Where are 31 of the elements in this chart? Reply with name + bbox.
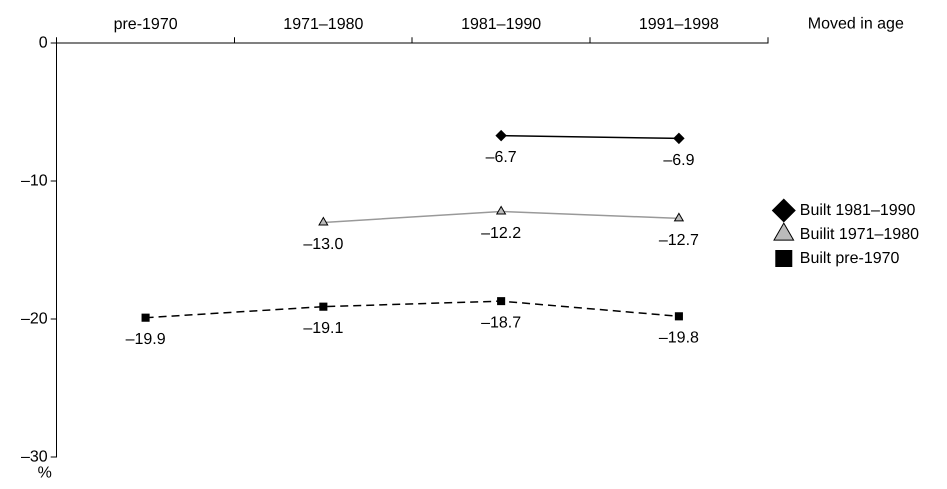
data-label: –19.1 <box>303 320 344 338</box>
point <box>319 302 328 311</box>
data-label: –19.9 <box>126 331 166 348</box>
data-label: –19.8 <box>658 330 700 347</box>
point <box>673 132 684 144</box>
y-tick-label: –20 <box>20 310 48 328</box>
data-label: –6.9 <box>663 152 695 169</box>
data-label: –12.2 <box>481 224 522 242</box>
legend-label: Built 1981–1990 <box>800 202 916 219</box>
x-tick-label: pre-1970 <box>114 16 178 34</box>
point <box>496 206 506 214</box>
data-label: –18.7 <box>481 314 522 332</box>
data-label: –6.7 <box>486 149 517 166</box>
data-label: –13.0 <box>303 236 344 253</box>
y-tick-label: –10 <box>20 172 48 190</box>
point <box>497 297 506 306</box>
point <box>318 217 328 226</box>
x-tick-label: 1981–1990 <box>461 16 542 34</box>
x-tick-label: 1991–1998 <box>638 16 720 34</box>
x-tick-label: 1971–1980 <box>283 16 364 34</box>
point <box>674 312 683 320</box>
point <box>496 130 507 142</box>
data-label: –12.7 <box>658 232 700 249</box>
point <box>142 314 150 322</box>
y-axis-title: % <box>38 464 52 482</box>
x-axis-title: Moved in age <box>808 15 904 32</box>
point <box>674 212 684 222</box>
legend-label: Builit 1971–1980 <box>800 226 920 243</box>
y-tick-label: 0 <box>38 34 48 52</box>
y-tick-label: –30 <box>20 448 48 466</box>
legend-label: Built pre-1970 <box>800 250 900 267</box>
